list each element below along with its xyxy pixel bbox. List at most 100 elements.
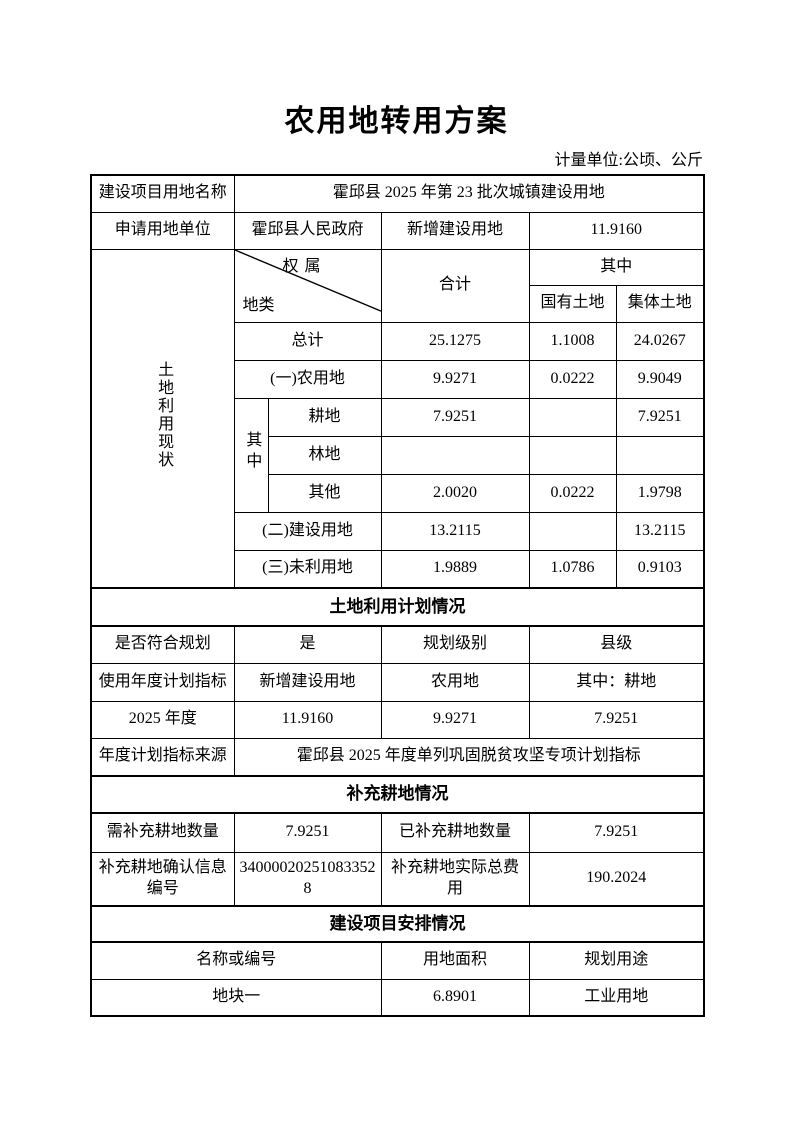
landuse-collective-value: 1.9798 [615, 473, 705, 513]
landuse-row-label: (三)未利用地 [233, 549, 382, 589]
plan-source-label: 年度计划指标来源 [90, 737, 235, 777]
row-supplement-quantity: 需补充耕地数量 7.9251 已补充耕地数量 7.9251 [90, 812, 705, 853]
document-title: 农用地转用方案 [284, 104, 509, 139]
landuse-total-value: 1.9889 [380, 549, 530, 589]
projects-col-use: 规划用途 [528, 941, 705, 980]
row-plan-quota-header: 使用年度计划指标 新增建设用地 农用地 其中：耕地 [90, 662, 705, 702]
projects-col-area: 用地面积 [380, 941, 530, 980]
applicant-value: 霍邱县人民政府 [233, 211, 382, 250]
landuse-collective-value: 0.9103 [615, 549, 705, 589]
landuse-total-value [380, 435, 530, 475]
col-header-total: 合计 [380, 248, 530, 323]
project-name-cell: 地块一 [90, 978, 382, 1017]
landuse-subgroup-label: 其中 [233, 397, 269, 513]
row-landuse-header-1: 土地利用现状 权属 地类 合计 其中 [90, 248, 705, 589]
new-land-label: 新增建设用地 [380, 211, 530, 250]
landuse-state-value [528, 511, 617, 551]
landuse-collective-value: 7.9251 [615, 397, 705, 437]
row-applicant: 申请用地单位 霍邱县人民政府 新增建设用地 11.9160 [90, 211, 705, 250]
applicant-label: 申请用地单位 [90, 211, 235, 250]
landuse-section-label-text: 土地利用现状 [155, 360, 173, 469]
row-landuse-other: 其他 2.0020 0.0222 1.9798 [91, 473, 705, 513]
diagonal-line [234, 249, 381, 312]
plan-quota-agricultural: 农用地 [380, 662, 530, 702]
row-landuse-forest: 林地 [91, 435, 705, 475]
landuse-state-value: 1.0786 [528, 549, 617, 589]
supplement-confirm-label: 补充耕地确认信息编号 [90, 851, 235, 907]
plan-level-label: 规划级别 [380, 625, 530, 664]
landuse-state-value: 0.0222 [528, 359, 617, 399]
row-plan-compliance: 是否符合规划 是 规划级别 县级 [90, 625, 705, 664]
landuse-total-value: 2.0020 [380, 473, 530, 513]
row-project-item: 地块一 6.8901 工业用地 [90, 978, 705, 1017]
col-header-state-land: 国有土地 [528, 284, 617, 323]
row-plan-year-values: 2025 年度 11.9160 9.9271 7.9251 [90, 700, 705, 739]
plan-quota-newland: 新增建设用地 [233, 662, 382, 702]
project-name-label: 建设项目用地名称 [90, 174, 235, 213]
landuse-collective-value: 24.0267 [615, 321, 705, 361]
landuse-state-value: 1.1008 [528, 321, 617, 361]
plan-year-cultivated-value: 7.9251 [528, 700, 705, 739]
col-header-among: 其中 [528, 248, 705, 286]
row-section-plan: 土地利用计划情况 [90, 587, 705, 627]
plan-compliance-label: 是否符合规划 [90, 625, 235, 664]
plan-year-agricultural-value: 9.9271 [380, 700, 530, 739]
row-plan-source: 年度计划指标来源 霍邱县 2025 年度单列巩固脱贫攻坚专项计划指标 [90, 737, 705, 777]
plan-year-label: 2025 年度 [90, 700, 235, 739]
project-name-value: 霍邱县 2025 年第 23 批次城镇建设用地 [233, 174, 705, 213]
landuse-row-label: 耕地 [267, 397, 382, 437]
diagonal-label-landtype: 地类 [242, 296, 275, 314]
landuse-collective-value [615, 435, 705, 475]
projects-col-name: 名称或编号 [90, 941, 382, 980]
row-landuse-header-2: 国有土地 集体土地 [91, 284, 705, 323]
landuse-state-value [528, 397, 617, 437]
plan-quota-cultivated: 其中：耕地 [528, 662, 705, 702]
row-landuse-cultivated: 其中 耕地 7.9251 7.9251 [91, 397, 705, 513]
supplement-need-value: 7.9251 [233, 812, 382, 853]
landuse-state-value: 0.0222 [528, 473, 617, 513]
landuse-row-label: (二)建设用地 [233, 511, 382, 551]
plan-level-value: 县级 [528, 625, 705, 664]
unit-note: 计量单位:公顷、公斤 [554, 152, 703, 169]
project-area-cell: 6.8901 [380, 978, 530, 1017]
landuse-total-value: 9.9271 [380, 359, 530, 399]
new-land-value: 11.9160 [528, 211, 705, 250]
section-title-plan: 土地利用计划情况 [90, 587, 705, 627]
landuse-state-value [528, 435, 617, 475]
section-title-projects: 建设项目安排情况 [90, 905, 705, 943]
supplement-done-value: 7.9251 [528, 812, 705, 853]
supplement-fee-label: 补充耕地实际总费用 [380, 851, 530, 907]
landuse-row-label: 林地 [267, 435, 382, 475]
landuse-row-label: (一)农用地 [233, 359, 382, 399]
row-project-name: 建设项目用地名称 霍邱县 2025 年第 23 批次城镇建设用地 [90, 174, 705, 213]
landuse-total-value: 25.1275 [380, 321, 530, 361]
supplement-need-label: 需补充耕地数量 [90, 812, 235, 853]
landuse-total-value: 7.9251 [380, 397, 530, 437]
row-landuse-construction: (二)建设用地 13.2115 13.2115 [91, 511, 705, 551]
supplement-fee-value: 190.2024 [528, 851, 705, 907]
plan-compliance-value: 是 [233, 625, 382, 664]
landuse-row-label: 总计 [233, 321, 382, 361]
section-title-supplement: 补充耕地情况 [90, 775, 705, 814]
supplement-done-label: 已补充耕地数量 [380, 812, 530, 853]
diagonal-header-cell: 权属 地类 [233, 248, 382, 323]
main-table: 建设项目用地名称 霍邱县 2025 年第 23 批次城镇建设用地 申请用地单位 … [90, 174, 706, 1017]
supplement-confirm-value: 340000202510833528 [233, 851, 382, 907]
landuse-row-label: 其他 [267, 473, 382, 513]
row-supplement-confirm: 补充耕地确认信息编号 340000202510833528 补充耕地实际总费用 … [90, 851, 705, 907]
project-use-cell: 工业用地 [528, 978, 705, 1017]
landuse-total-value: 13.2115 [380, 511, 530, 551]
row-section-supplement: 补充耕地情况 [90, 775, 705, 814]
row-projects-header: 名称或编号 用地面积 规划用途 [90, 941, 705, 980]
plan-year-newland-value: 11.9160 [233, 700, 382, 739]
col-header-collective-land: 集体土地 [615, 284, 705, 323]
plan-source-value: 霍邱县 2025 年度单列巩固脱贫攻坚专项计划指标 [233, 737, 705, 777]
landuse-section-label: 土地利用现状 [90, 248, 235, 589]
row-section-projects: 建设项目安排情况 [90, 905, 705, 943]
landuse-collective-value: 13.2115 [615, 511, 705, 551]
plan-quota-label: 使用年度计划指标 [90, 662, 235, 702]
landuse-subgroup-label-text: 其中 [243, 430, 261, 473]
landuse-collective-value: 9.9049 [615, 359, 705, 399]
diagonal-label-ownership: 权属 [282, 257, 327, 275]
